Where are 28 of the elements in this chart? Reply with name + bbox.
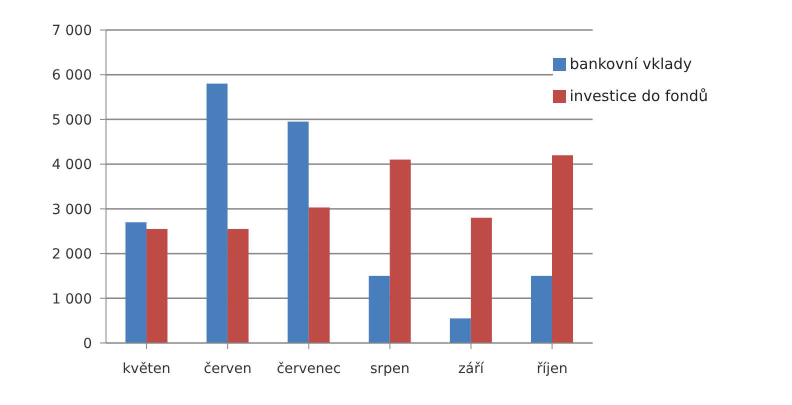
bar — [228, 228, 249, 343]
bar — [470, 218, 492, 343]
bar — [368, 276, 390, 343]
y-tick-label: 4 000 — [52, 157, 92, 174]
bar — [308, 208, 330, 343]
bar — [288, 122, 309, 343]
y-tick-label: 2 000 — [52, 246, 92, 263]
legend-label: investice do fondů — [570, 87, 708, 105]
y-tick-label: 3 000 — [52, 202, 92, 218]
x-tick-label: červen — [204, 360, 252, 377]
bar — [552, 155, 573, 343]
bar — [206, 84, 228, 343]
bar — [390, 160, 411, 343]
bar — [450, 318, 471, 343]
legend-label: bankovní vklady — [570, 55, 692, 73]
x-tick-label: květen — [122, 360, 171, 377]
y-tick-label: 5 000 — [52, 112, 92, 128]
y-tick-label: 1 000 — [52, 291, 92, 308]
x-tick-label: srpen — [370, 360, 410, 377]
y-tick-label: 7 000 — [52, 22, 92, 39]
y-tick-label: 0 — [83, 336, 92, 352]
y-tick-label: 6 000 — [52, 68, 92, 84]
bar — [125, 222, 146, 343]
x-tick-label: červenec — [276, 360, 341, 377]
x-tick-label: říjen — [536, 360, 568, 377]
bar — [531, 276, 552, 343]
bar — [146, 228, 168, 343]
x-tick-label: září — [458, 360, 485, 377]
